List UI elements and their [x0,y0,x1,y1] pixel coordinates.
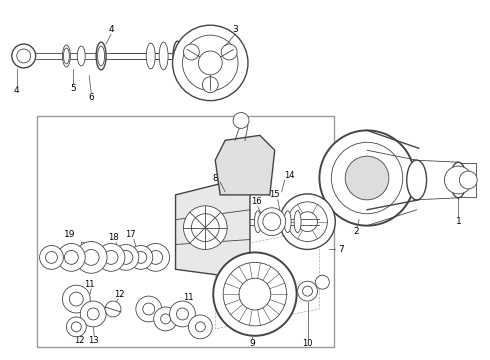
Circle shape [297,212,318,231]
Circle shape [302,286,313,296]
Circle shape [161,314,171,324]
Circle shape [258,208,286,235]
Circle shape [149,251,163,264]
Circle shape [87,308,99,320]
Text: 10: 10 [260,177,270,186]
Text: 5: 5 [71,84,76,93]
Text: 13: 13 [88,336,98,345]
Text: 9: 9 [249,339,255,348]
Circle shape [57,243,85,271]
Circle shape [172,25,248,100]
Text: 6: 6 [88,93,94,102]
Text: 4: 4 [14,86,20,95]
Circle shape [46,251,57,264]
Circle shape [239,278,271,310]
Circle shape [75,242,107,273]
Text: 4: 4 [108,25,114,34]
Circle shape [119,251,133,264]
Circle shape [297,281,318,301]
Circle shape [83,249,99,265]
Ellipse shape [173,41,182,71]
Circle shape [62,285,90,313]
Text: 7: 7 [339,245,344,254]
Circle shape [154,307,177,331]
Circle shape [182,35,238,91]
Ellipse shape [264,211,271,233]
Ellipse shape [274,211,281,233]
Polygon shape [215,135,275,195]
Circle shape [105,301,121,317]
Circle shape [345,156,389,200]
Text: 12: 12 [114,289,124,298]
Text: 8: 8 [212,174,218,183]
Circle shape [17,49,31,63]
Circle shape [183,44,199,60]
Ellipse shape [147,43,155,69]
Circle shape [444,166,472,194]
Ellipse shape [98,46,104,66]
Circle shape [233,113,249,129]
Text: 10: 10 [302,339,313,348]
Circle shape [72,322,81,332]
Text: 14: 14 [284,171,295,180]
Text: 2: 2 [353,227,359,236]
Ellipse shape [450,162,466,198]
Circle shape [12,44,36,68]
Circle shape [316,275,329,289]
Text: 17: 17 [125,230,136,239]
Circle shape [176,308,189,320]
Circle shape [202,77,218,93]
Circle shape [183,206,227,249]
Circle shape [263,213,281,231]
Circle shape [66,317,86,337]
Text: 1: 1 [456,217,461,226]
Circle shape [223,262,287,326]
Circle shape [221,44,237,60]
Text: 11: 11 [183,293,194,302]
Circle shape [213,252,296,336]
Circle shape [189,315,212,339]
Polygon shape [175,180,250,279]
Text: 11: 11 [84,280,95,289]
Text: 12: 12 [74,336,85,345]
Circle shape [280,194,335,249]
Circle shape [196,322,205,332]
Ellipse shape [96,42,106,70]
Circle shape [319,130,415,226]
Text: 15: 15 [270,190,280,199]
Circle shape [136,296,162,322]
Circle shape [113,244,139,270]
Circle shape [70,292,83,306]
Circle shape [40,246,63,269]
Circle shape [104,251,118,264]
Ellipse shape [63,48,70,64]
Circle shape [143,303,155,315]
Circle shape [135,251,147,264]
Circle shape [170,301,196,327]
Ellipse shape [77,46,85,66]
Circle shape [459,171,477,189]
Circle shape [198,51,222,75]
Ellipse shape [62,45,71,67]
Circle shape [192,214,219,242]
Text: 19: 19 [64,230,75,239]
Text: 16: 16 [250,197,261,206]
Ellipse shape [284,211,291,233]
Ellipse shape [407,160,427,200]
Ellipse shape [159,42,168,70]
Circle shape [97,243,125,271]
Circle shape [129,246,153,269]
Circle shape [80,301,106,327]
Circle shape [288,202,327,242]
Circle shape [64,251,78,264]
Ellipse shape [294,211,301,233]
Text: 3: 3 [232,25,238,34]
Circle shape [142,243,170,271]
Circle shape [331,142,403,214]
Bar [37,116,334,347]
Text: 18: 18 [108,233,119,242]
Ellipse shape [254,211,261,233]
